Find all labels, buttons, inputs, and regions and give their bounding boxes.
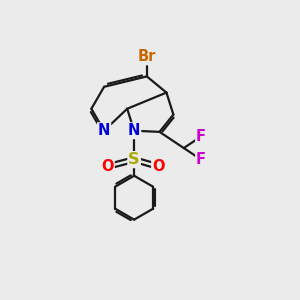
Text: F: F <box>196 152 206 167</box>
Text: F: F <box>196 129 206 144</box>
Text: Br: Br <box>138 49 156 64</box>
Text: O: O <box>152 159 165 174</box>
Text: O: O <box>101 159 114 174</box>
Text: N: N <box>98 123 110 138</box>
Text: S: S <box>128 152 140 167</box>
Text: N: N <box>128 123 140 138</box>
